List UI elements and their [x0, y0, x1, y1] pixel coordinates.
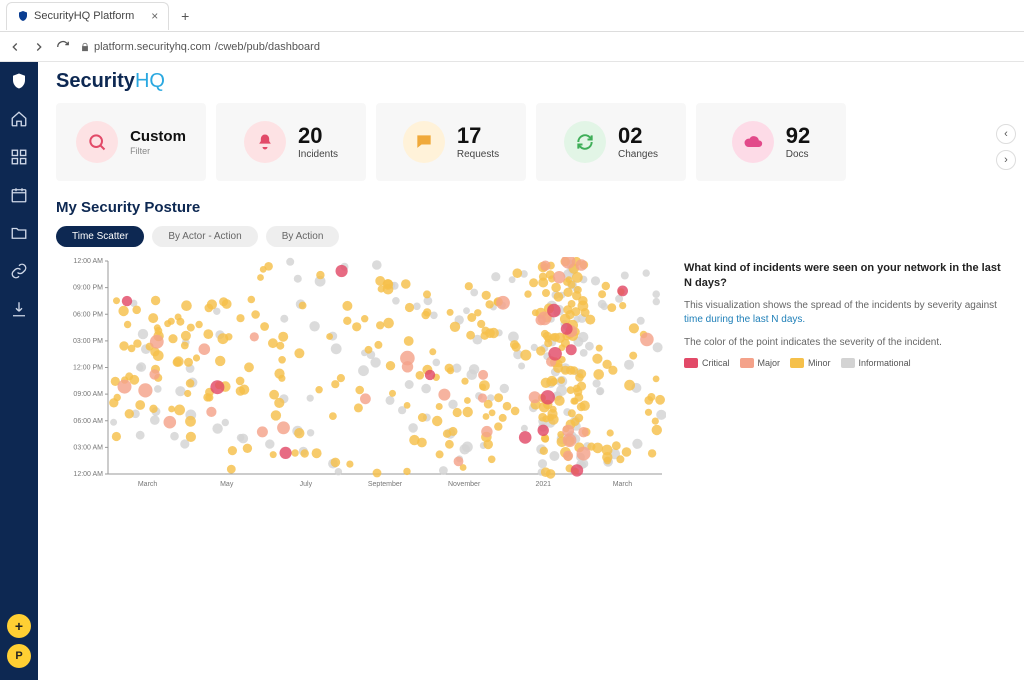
svg-text:09:00 AM: 09:00 AM	[73, 391, 103, 398]
profile-fab-label: P	[15, 650, 22, 662]
add-fab[interactable]: +	[7, 614, 31, 638]
bell-icon	[244, 121, 286, 163]
browser-toolbar: platform.securityhq.com/cweb/pub/dashboa…	[0, 32, 1024, 62]
info-heading: What kind of incidents were seen on your…	[684, 261, 1006, 291]
brand-part1: Security	[56, 70, 135, 92]
search-icon	[76, 121, 118, 163]
link-icon[interactable]	[10, 262, 28, 280]
svg-text:September: September	[368, 481, 403, 488]
svg-text:May: May	[220, 481, 234, 488]
browser-tabstrip: SecurityHQ Platform × +	[0, 0, 1024, 32]
chart-tabs: Time Scatter By Actor - Action By Action	[56, 226, 1006, 247]
svg-text:06:00 PM: 06:00 PM	[73, 311, 103, 318]
card-incidents[interactable]: 20 Incidents	[216, 103, 366, 181]
browser-tab-title: SecurityHQ Platform	[34, 10, 134, 22]
folder-icon[interactable]	[10, 224, 28, 242]
svg-text:November: November	[448, 481, 481, 488]
card-nav-arrows: ‹ ›	[996, 124, 1016, 170]
cards-next-button[interactable]: ›	[996, 150, 1016, 170]
svg-text:06:00 AM: 06:00 AM	[73, 418, 103, 425]
tab-by-actor-action[interactable]: By Actor - Action	[152, 226, 257, 247]
url-host: platform.securityhq.com	[94, 41, 211, 53]
home-icon[interactable]	[10, 110, 28, 128]
legend-item-critical: Critical	[684, 358, 730, 368]
calendar-icon[interactable]	[10, 186, 28, 204]
summary-cards: Custom Filter 20 Incidents 17 Requests 02 Chang…	[56, 103, 1006, 181]
new-tab-button[interactable]: +	[175, 8, 195, 24]
scatter-chart: 12:00 AM 09:00 PM 06:00 PM 03:00 PM 12:00 PM…	[56, 257, 666, 497]
chart-info: What kind of incidents were seen on your…	[684, 257, 1006, 497]
reload-icon[interactable]	[56, 40, 70, 54]
info-link[interactable]: time during the last N days.	[684, 314, 805, 325]
cards-prev-button[interactable]: ‹	[996, 124, 1016, 144]
lock-icon	[80, 42, 90, 52]
svg-text:12:00 AM: 12:00 AM	[73, 471, 103, 478]
forward-icon[interactable]	[32, 40, 46, 54]
download-icon[interactable]	[10, 300, 28, 318]
svg-text:12:00 AM: 12:00 AM	[73, 258, 103, 265]
grid-icon[interactable]	[10, 148, 28, 166]
card-label: Docs	[786, 149, 809, 160]
info-paragraph-1: This visualization shows the spread of t…	[684, 299, 1006, 328]
main-content: SecurityHQ ‹ › Custom Filter 20 Incidents 17…	[38, 62, 1024, 680]
svg-text:2021: 2021	[535, 481, 551, 488]
tab-time-scatter[interactable]: Time Scatter	[56, 226, 144, 247]
legend-item-minor: Minor	[790, 358, 831, 368]
card-value: 92	[786, 125, 810, 147]
legend: Critical Major Minor Informational	[684, 358, 1006, 368]
profile-fab[interactable]: P	[7, 644, 31, 668]
card-requests[interactable]: 17 Requests	[376, 103, 526, 181]
svg-text:March: March	[138, 481, 158, 488]
section-title: My Security Posture	[56, 199, 1006, 216]
brand-logo: SecurityHQ	[56, 70, 1006, 93]
browser-tab[interactable]: SecurityHQ Platform ×	[6, 2, 169, 30]
sidebar: + P	[0, 62, 38, 680]
card-value: Custom	[130, 129, 186, 144]
card-docs[interactable]: 92 Docs	[696, 103, 846, 181]
tab-by-action[interactable]: By Action	[266, 226, 340, 247]
svg-text:12:00 PM: 12:00 PM	[73, 365, 103, 372]
brand-part2: HQ	[135, 70, 165, 92]
tab-close-icon[interactable]: ×	[151, 9, 158, 23]
card-value: 20	[298, 125, 322, 147]
svg-text:03:00 AM: 03:00 AM	[73, 444, 103, 451]
card-value: 17	[457, 125, 481, 147]
svg-text:July: July	[300, 481, 313, 488]
svg-text:March: March	[613, 481, 633, 488]
cloud-icon	[732, 121, 774, 163]
chat-icon	[403, 121, 445, 163]
card-value: 02	[618, 125, 642, 147]
shield-icon[interactable]	[10, 72, 28, 90]
back-icon[interactable]	[8, 40, 22, 54]
add-fab-label: +	[15, 618, 23, 634]
card-label: Changes	[618, 149, 658, 160]
favicon-shield-icon	[17, 10, 29, 22]
card-label: Requests	[457, 149, 499, 160]
refresh-icon	[564, 121, 606, 163]
url-path: /cweb/pub/dashboard	[215, 41, 320, 53]
card-changes[interactable]: 02 Changes	[536, 103, 686, 181]
legend-item-informational: Informational	[841, 358, 911, 368]
info-p1-prefix: This visualization shows the spread of t…	[684, 300, 997, 311]
svg-text:03:00 PM: 03:00 PM	[73, 338, 103, 345]
address-bar[interactable]: platform.securityhq.com/cweb/pub/dashboa…	[80, 41, 320, 53]
info-paragraph-2: The color of the point indicates the sev…	[684, 336, 1006, 351]
card-custom[interactable]: Custom Filter	[56, 103, 206, 181]
card-label: Filter	[130, 146, 150, 156]
legend-item-major: Major	[740, 358, 781, 368]
card-label: Incidents	[298, 149, 338, 160]
svg-text:09:00 PM: 09:00 PM	[73, 285, 103, 292]
